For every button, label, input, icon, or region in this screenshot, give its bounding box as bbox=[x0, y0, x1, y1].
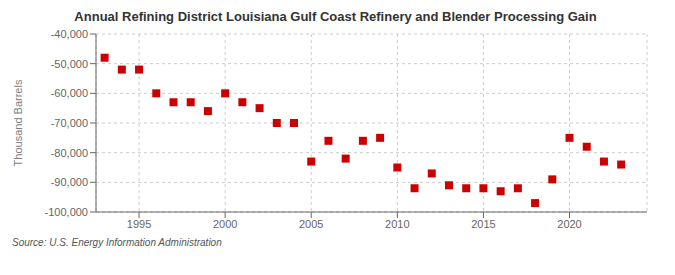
svg-text:2005: 2005 bbox=[299, 218, 323, 230]
svg-text:-60,000: -60,000 bbox=[51, 87, 88, 99]
svg-text:2015: 2015 bbox=[471, 218, 495, 230]
svg-text:-50,000: -50,000 bbox=[51, 58, 88, 70]
html-text:Annual Refining District Louis: Annual Refining District Louisiana Gulf … bbox=[74, 9, 597, 24]
svg-text:-100,000: -100,000 bbox=[45, 206, 88, 218]
svg-text:-70,000: -70,000 bbox=[51, 117, 88, 129]
svg-text:2000: 2000 bbox=[213, 218, 237, 230]
svg-text:1995: 1995 bbox=[127, 218, 151, 230]
svg-text:2010: 2010 bbox=[385, 218, 409, 230]
svg-text:-90,000: -90,000 bbox=[51, 176, 88, 188]
svg-text:Thousand Barrels: Thousand Barrels bbox=[12, 79, 24, 166]
svg-text:-80,000: -80,000 bbox=[51, 147, 88, 159]
svg-text:2020: 2020 bbox=[557, 218, 581, 230]
svg-text:-40,000: -40,000 bbox=[51, 28, 88, 40]
html-text:Source: U.S. Energy Informatio: Source: U.S. Energy Information Administ… bbox=[12, 237, 222, 248]
